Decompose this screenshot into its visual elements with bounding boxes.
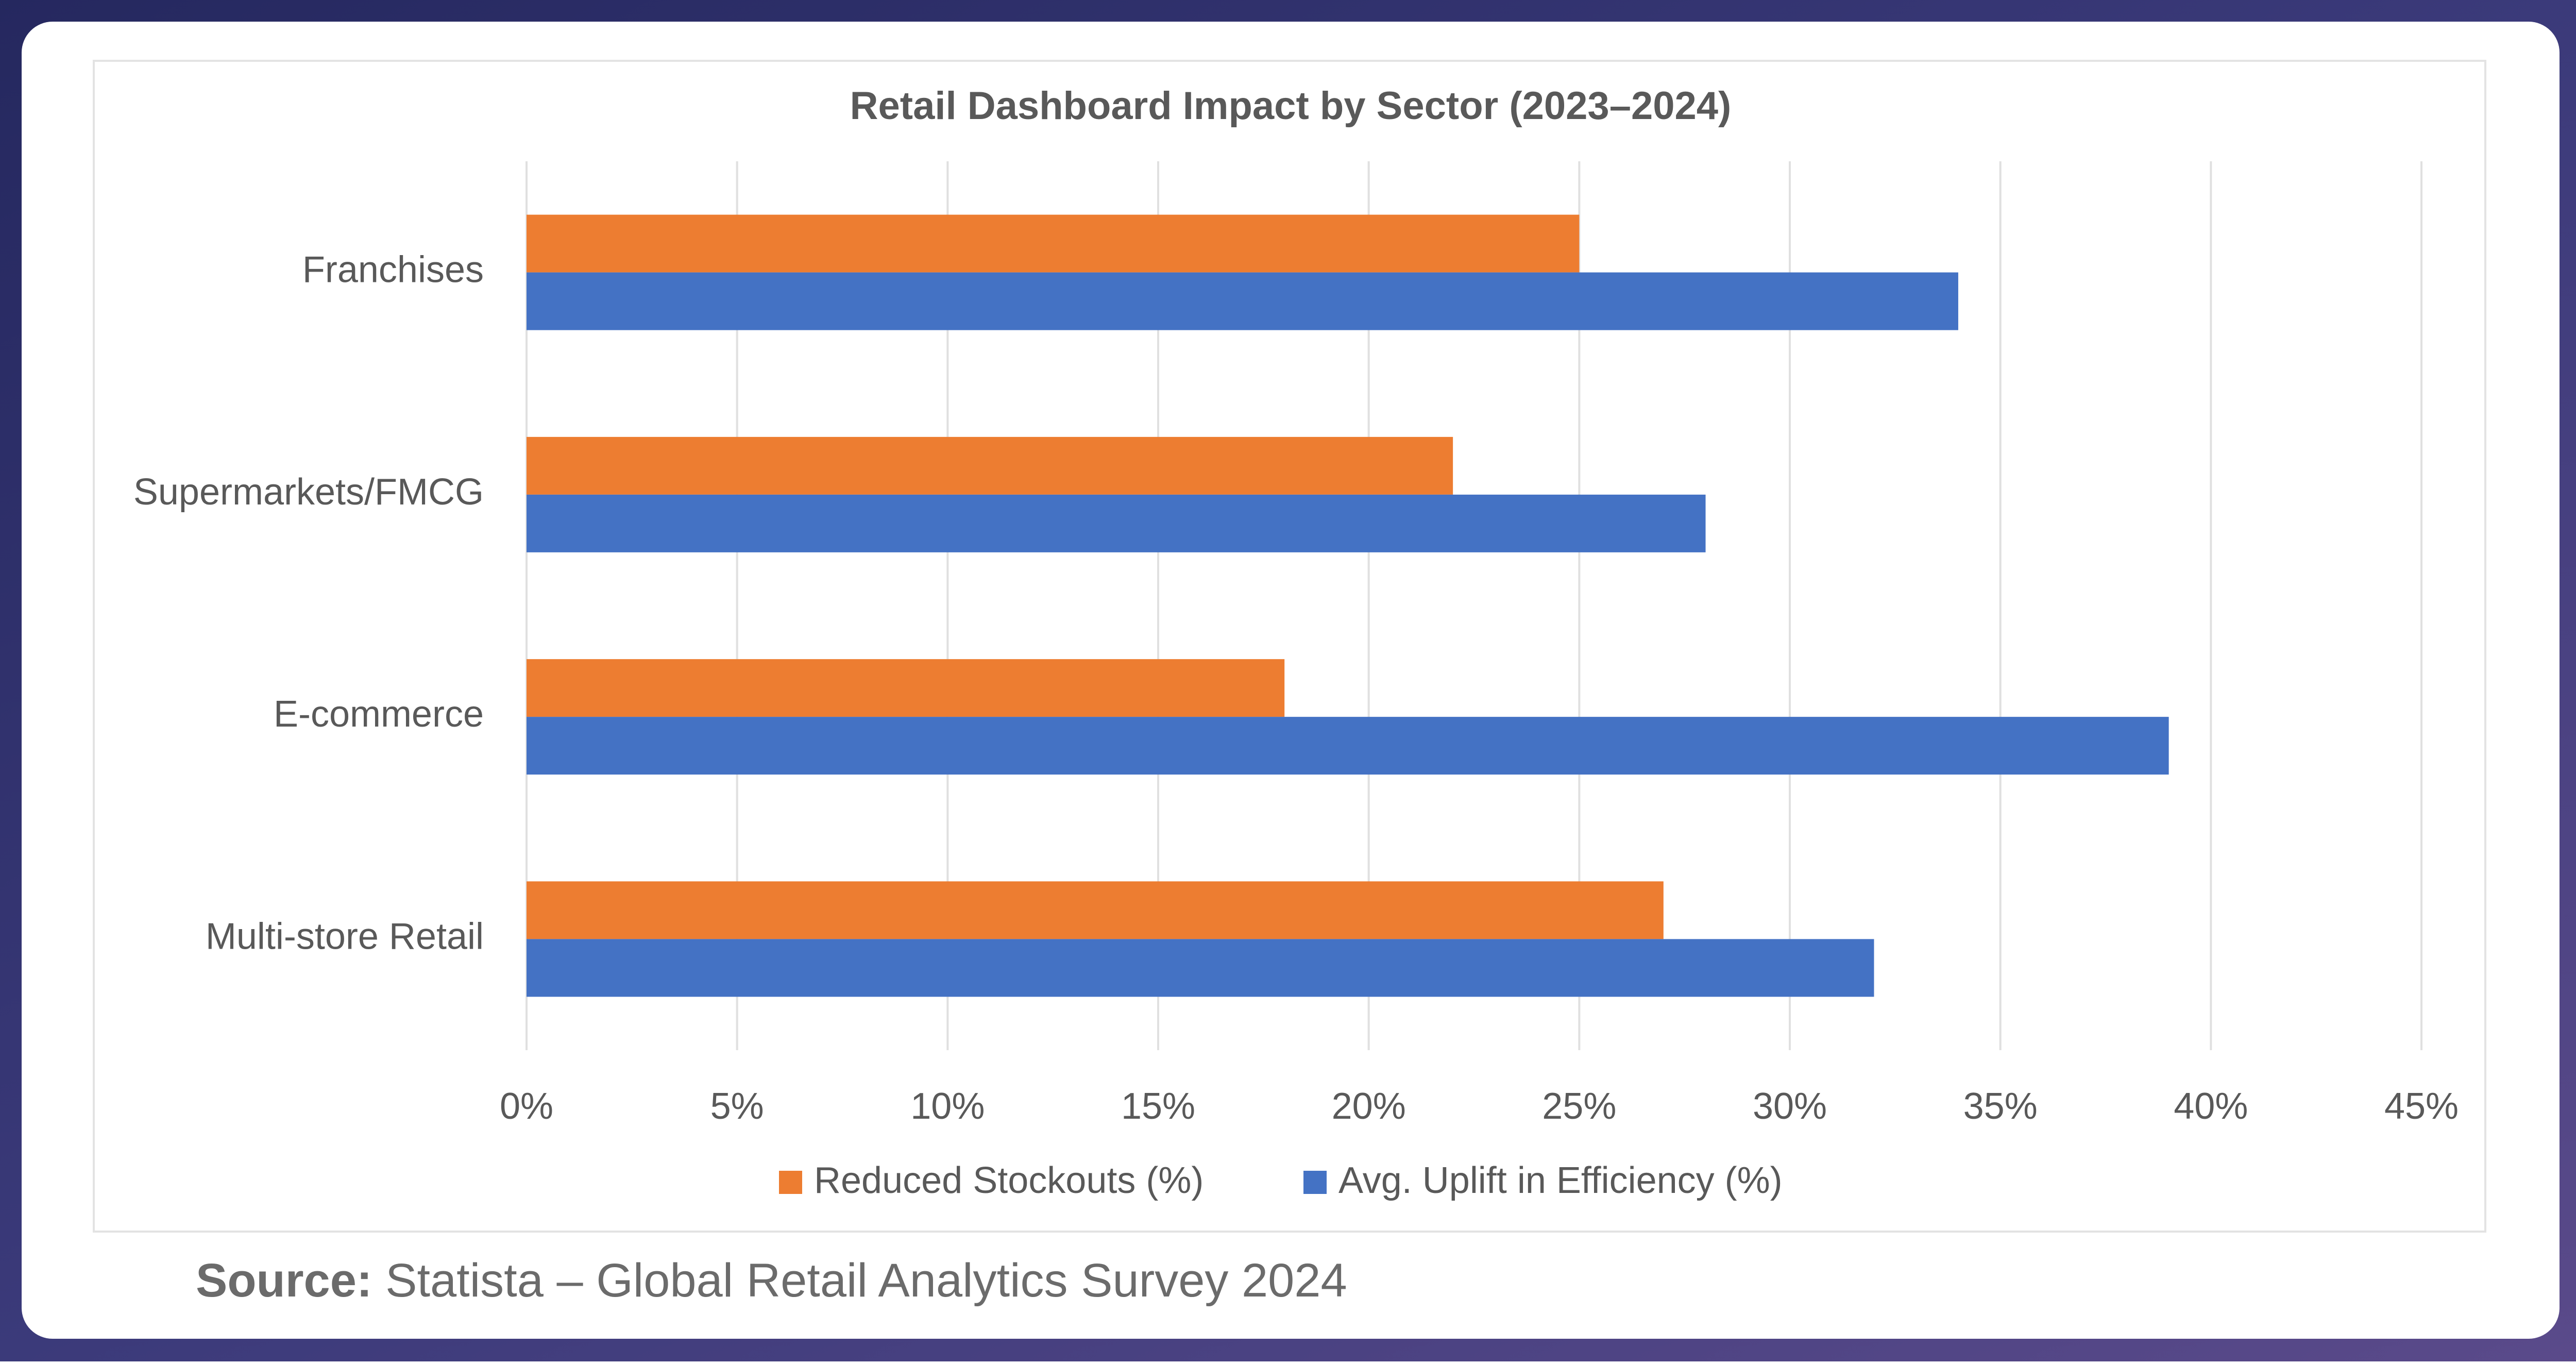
bar <box>527 272 1958 330</box>
y-tick-label: Franchises <box>302 249 484 291</box>
x-tick-label: 35% <box>1963 1086 2038 1127</box>
y-tick-label: E-commerce <box>274 694 484 735</box>
legend-label: Reduced Stockouts (%) <box>814 1160 1204 1201</box>
x-tick-label: 0% <box>500 1086 553 1127</box>
bar <box>527 881 1664 939</box>
x-tick-label: 45% <box>2384 1086 2459 1127</box>
x-tick-label: 5% <box>710 1086 764 1127</box>
bar <box>527 939 1874 997</box>
bar <box>527 717 2169 775</box>
bar <box>527 436 1453 495</box>
legend-label: Avg. Uplift in Efficiency (%) <box>1338 1160 1783 1201</box>
source-label: Source: <box>196 1254 372 1307</box>
y-tick-label: Multi-store Retail <box>206 916 484 957</box>
chart-title: Retail Dashboard Impact by Sector (2023–… <box>850 84 1732 128</box>
bar <box>527 659 1285 717</box>
legend-swatch <box>1303 1171 1327 1194</box>
legend-swatch <box>779 1171 802 1194</box>
y-tick-label: Supermarkets/FMCG <box>133 471 484 513</box>
x-tick-label: 40% <box>2174 1086 2248 1127</box>
x-tick-label: 10% <box>910 1086 985 1127</box>
plot: 0% 5% 10% 15% 20% 25% 30% 35% 40% 45% Franchises Su… <box>133 161 2459 1201</box>
bar <box>527 494 1706 552</box>
x-tick-label: 20% <box>1332 1086 1406 1127</box>
x-tick-label: 15% <box>1121 1086 1195 1127</box>
source-text: Statista – Global Retail Analytics Surve… <box>385 1254 1347 1307</box>
x-tick-label: 25% <box>1542 1086 1616 1127</box>
x-tick-label: 30% <box>1753 1086 1827 1127</box>
bar <box>527 214 1580 273</box>
source: Source: Statista – Global Retail Analyti… <box>196 1254 1347 1307</box>
